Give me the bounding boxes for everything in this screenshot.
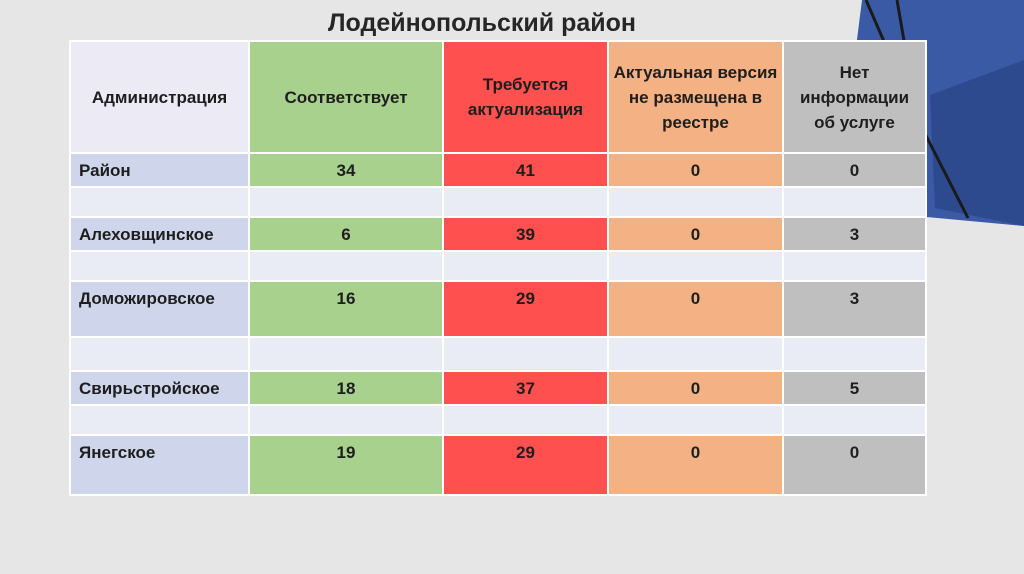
spacer-row xyxy=(69,336,927,372)
page-title: Лодейнопольский район xyxy=(327,9,636,37)
table-row: Свирьстройское 18 37 0 5 xyxy=(69,370,927,406)
value-not-in-registry: 0 xyxy=(607,152,784,188)
header-needs-update: Требуется актуализация xyxy=(442,40,609,154)
value-no-info: 0 xyxy=(782,434,927,496)
header-not-in-registry: Актуальная версия не размещена в реестре xyxy=(607,40,784,154)
value-matches: 19 xyxy=(248,434,444,496)
value-not-in-registry: 0 xyxy=(607,216,784,252)
value-no-info: 0 xyxy=(782,152,927,188)
value-matches: 34 xyxy=(248,152,444,188)
value-matches: 16 xyxy=(248,280,444,338)
value-needs-update: 39 xyxy=(442,216,609,252)
value-not-in-registry: 0 xyxy=(607,370,784,406)
row-name: Доможировское xyxy=(69,280,250,338)
value-matches: 6 xyxy=(248,216,444,252)
value-not-in-registry: 0 xyxy=(607,434,784,496)
table-row: Доможировское 16 29 0 3 xyxy=(69,280,927,338)
value-no-info: 3 xyxy=(782,216,927,252)
table-row: Район 34 41 0 0 xyxy=(69,152,927,188)
value-needs-update: 37 xyxy=(442,370,609,406)
value-no-info: 3 xyxy=(782,280,927,338)
header-matches: Соответствует xyxy=(248,40,444,154)
services-table: Администрация Соответствует Требуется ак… xyxy=(69,40,927,496)
spacer-row xyxy=(69,250,927,282)
row-name: Алеховщинское xyxy=(69,216,250,252)
value-needs-update: 29 xyxy=(442,434,609,496)
value-matches: 18 xyxy=(248,370,444,406)
value-needs-update: 41 xyxy=(442,152,609,188)
row-name: Янегское xyxy=(69,434,250,496)
row-name: Район xyxy=(69,152,250,188)
table-header-row: Администрация Соответствует Требуется ак… xyxy=(69,40,927,154)
header-no-info: Нет информации об услуге xyxy=(782,40,927,154)
value-not-in-registry: 0 xyxy=(607,280,784,338)
value-needs-update: 29 xyxy=(442,280,609,338)
spacer-row xyxy=(69,404,927,436)
table-row: Алеховщинское 6 39 0 3 xyxy=(69,216,927,252)
spacer-row xyxy=(69,186,927,218)
header-administration: Администрация xyxy=(69,40,250,154)
value-no-info: 5 xyxy=(782,370,927,406)
row-name: Свирьстройское xyxy=(69,370,250,406)
table-row: Янегское 19 29 0 0 xyxy=(69,434,927,496)
